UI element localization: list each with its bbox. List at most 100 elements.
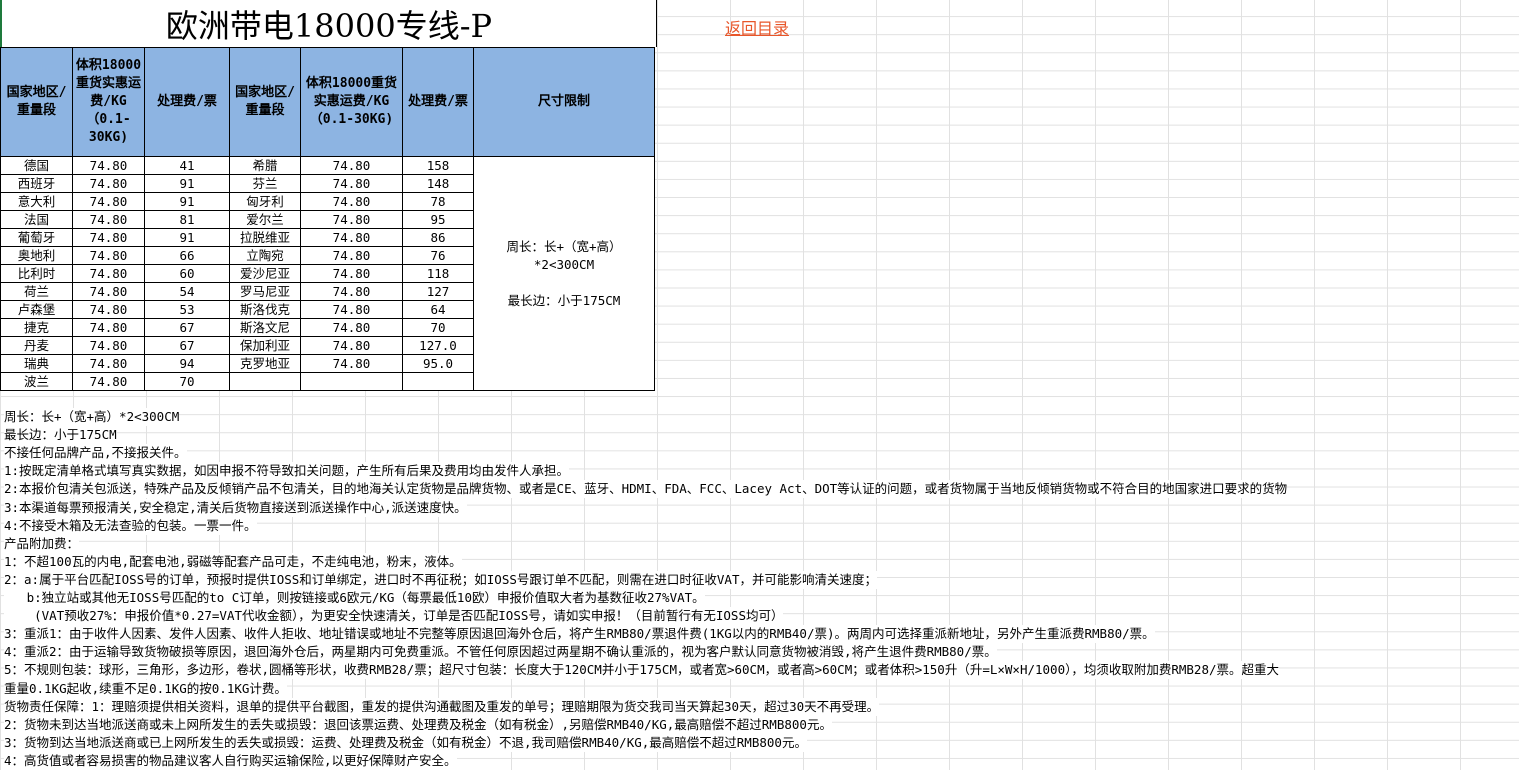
table-cell: 74.80 [72,246,145,265]
table-cell [402,372,474,391]
table-cell: 91 [144,192,230,211]
column-header: 体积18000重货实惠运费/KG（0.1-30KG) [300,47,403,157]
table-cell: 74.80 [300,210,403,229]
note-line: 货物责任保障：1：理赔须提供相关资料，退单的提供平台截图，重发的提供沟通截图及重… [4,697,880,716]
table-cell: 罗马尼亚 [229,282,301,301]
table-cell: 158 [402,156,474,175]
note-line: 产品附加费： [4,534,80,553]
table-cell: 比利时 [0,264,73,283]
table-row: 葡萄牙 74.80 91 拉脱维亚 74.80 86 [0,228,655,247]
note-line: 4：高货值或者容易损害的物品建议客人自行购买运输保险,以更好保障财产安全。 [4,751,457,770]
table-cell: 德国 [0,156,73,175]
note-line: 3：重派1：由于收件人因素、发件人因素、收件人拒收、地址错误或地址不完整等原因退… [4,625,1155,644]
table-cell: 卢森堡 [0,300,73,319]
table-cell: 74.80 [300,192,403,211]
table-cell: 荷兰 [0,282,73,301]
table-cell: 74.80 [72,354,145,373]
table-cell: 西班牙 [0,174,73,193]
table-cell: 匈牙利 [229,192,301,211]
table-cell: 118 [402,264,474,283]
note-line: 2：货物未到达当地派送商或未上网所发生的丢失或损毁：退回该票运费、处理费及税金（… [4,715,832,734]
note-line: 5：不规则包装：球形，三角形，多边形，卷状,圆桶等形状，收费RMB28/票；超尺… [4,661,1280,680]
table-cell: 74.80 [300,264,403,283]
table-cell: 91 [144,228,230,247]
note-line: b:独立站或其他无IOSS号匹配的to C订单，则按链接或6欧元/KG（每票最低… [4,589,705,607]
table-cell: 拉脱维亚 [229,228,301,247]
column-header: 处理费/票 [144,47,230,157]
table-cell: 67 [144,336,230,355]
column-header: 国家地区/重量段 [0,47,73,157]
size-limit-girth: 周长：长+（宽+高）*2<300CM [506,238,622,272]
table-cell: 148 [402,174,474,193]
table-cell: 74.80 [72,372,145,391]
table-cell [229,372,301,391]
table-cell: 86 [402,228,474,247]
table-cell: 74.80 [300,300,403,319]
table-cell: 74.80 [72,210,145,229]
table-cell: 81 [144,210,230,229]
table-row: 德国 74.80 41 希腊 74.80 158 周长：长+（宽+高）*2<300CM 最长边… [0,156,655,391]
table-row: 法国 74.80 81 爱尔兰 74.80 95 [0,210,655,229]
table-cell: 斯洛文尼 [229,318,301,337]
table-cell: 74.80 [72,174,145,193]
table-cell: 66 [144,246,230,265]
table-cell: 74.80 [300,318,403,337]
table-cell: 74.80 [72,156,145,175]
note-line: 2:本报价包清关包派送，特殊产品及反倾销产品不包清关，目的地海关认定货物是品牌货… [4,480,1288,499]
table-row: 波兰 74.80 70 [0,372,655,391]
column-header: 体积18000重货实惠运费/KG（0.1-30KG) [72,47,145,157]
table-cell: 立陶宛 [229,246,301,265]
table-cell: 41 [144,156,230,175]
table-cell: 芬兰 [229,174,301,193]
table-cell: 91 [144,174,230,193]
note-line: 4：重派2：由于运输导致货物破损等原因，退回海外仓后，两星期内可免费重派。不管任… [4,643,997,662]
table-cell: 波兰 [0,372,73,391]
note-line: 周长：长+（宽+高）*2<300CM [4,408,180,426]
table-cell: 74.80 [72,264,145,283]
note-line: 重量0.1KG起收,续重不足0.1KG的按0.1KG计费。 [4,679,287,698]
table-cell: 74.80 [300,354,403,373]
table-cell: 捷克 [0,318,73,337]
table-cell: 74.80 [72,228,145,247]
table-cell: 74.80 [72,300,145,319]
rate-table: 国家地区/重量段 体积18000重货实惠运费/KG（0.1-30KG) 处理费/票国… [0,47,655,391]
table-cell: 葡萄牙 [0,228,73,247]
column-header: 处理费/票 [402,47,474,157]
table-cell: 53 [144,300,230,319]
sheet-title: 欧洲带电18000专线-P [0,0,657,47]
table-cell: 67 [144,318,230,337]
table-cell: 74.80 [72,318,145,337]
table-cell: 74.80 [300,246,403,265]
table-cell: 丹麦 [0,336,73,355]
table-cell: 60 [144,264,230,283]
note-line: 4:不接受木箱及无法查验的包装。一票一件。 [4,516,257,535]
table-cell: 爱沙尼亚 [229,264,301,283]
table-cell: 64 [402,300,474,319]
table-cell: 74.80 [300,336,403,355]
table-cell: 70 [144,372,230,391]
table-cell: 127.0 [402,336,474,355]
table-cell: 94 [144,354,230,373]
table-cell: 意大利 [0,192,73,211]
note-line: (VAT预收27%：申报价值*0.27=VAT代收金额），为更安全快速清关，订单… [4,607,784,626]
table-cell: 斯洛伐克 [229,300,301,319]
table-cell: 爱尔兰 [229,210,301,229]
note-line: 最长边：小于175CM [4,426,117,445]
table-cell: 奥地利 [0,246,73,265]
table-cell: 78 [402,192,474,211]
table-cell: 74.80 [300,156,403,175]
column-header: 国家地区/重量段 [229,47,301,157]
note-line: 2：a:属于平台匹配IOSS号的订单，预报时提供IOSS和订单绑定，进口时不再征… [4,570,877,589]
table-row: 丹麦 74.80 67 保加利亚 74.80 127.0 [0,336,655,355]
column-header: 尺寸限制 [473,47,655,157]
table-cell: 74.80 [72,282,145,301]
back-to-index-link[interactable]: 返回目录 [725,19,790,38]
table-cell: 95.0 [402,354,474,373]
table-cell: 95 [402,210,474,229]
note-line: 3：货物到达当地派送商或已上网所发生的丢失或损毁：运费、处理费及税金（如有税金）… [4,733,807,752]
table-cell: 127 [402,282,474,301]
note-line: 1：不超100瓦的内电,配套电池,弱磁等配套产品可走，不走纯电池，粉末，液体。 [4,552,462,571]
table-cell [300,372,403,391]
note-line: 1:按既定清单格式填写真实数据，如因申报不符导致扣关问题，产生所有后果及费用均由… [4,462,570,481]
table-cell: 法国 [0,210,73,229]
